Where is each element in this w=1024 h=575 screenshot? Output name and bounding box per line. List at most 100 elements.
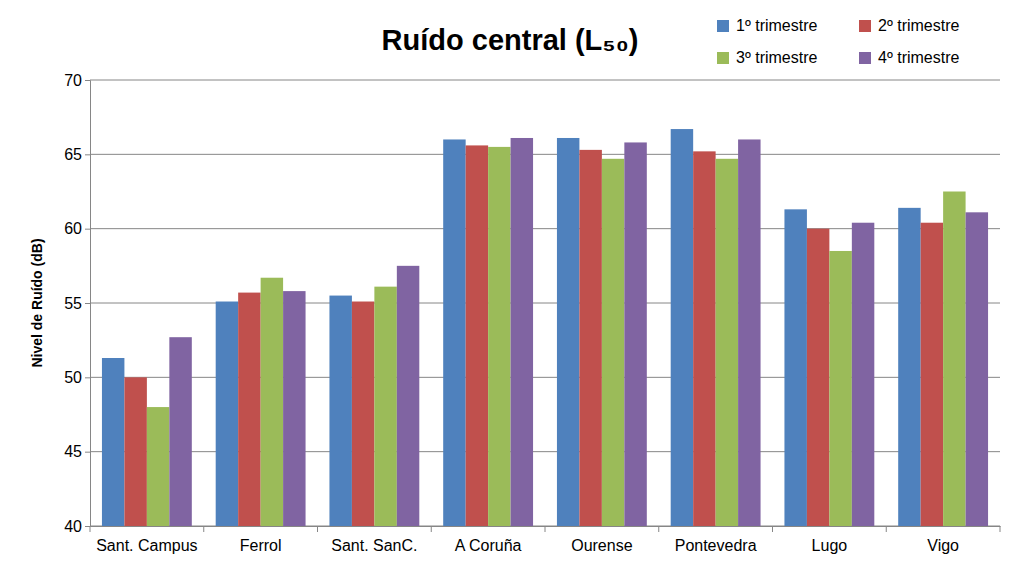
x-tick: Sant. SanC. (331, 526, 417, 554)
legend-entry: 4º trimestre (859, 49, 960, 66)
y-tick-label: 50 (64, 369, 82, 386)
legend-swatch (717, 20, 729, 32)
bar-series (124, 145, 943, 526)
chart: 40 45 50 55 60 65 70 Sant. Campus Ferrol Sant. Sa… (0, 0, 1024, 575)
bar (807, 229, 829, 526)
bar (671, 129, 693, 526)
bar-series (147, 147, 966, 526)
y-tick-mark (85, 303, 90, 304)
x-tick-label: A Coruña (455, 537, 522, 554)
category-separator (1000, 526, 1001, 532)
bar (557, 138, 579, 526)
legend-swatch (859, 52, 871, 64)
y-tick-mark (85, 154, 90, 155)
category-separator (658, 526, 659, 532)
bar (693, 151, 715, 526)
category-separator (772, 526, 773, 532)
bar-series (102, 129, 921, 526)
bar (169, 337, 191, 526)
y-tick-label: 70 (64, 72, 82, 89)
x-tick: Ourense (571, 526, 632, 554)
bar (829, 251, 851, 526)
bar (511, 138, 533, 526)
y-tick-label: 40 (64, 518, 82, 535)
title: Ruído central (L₅₀) (382, 24, 639, 56)
legend-entry: 1º trimestre (717, 17, 818, 34)
bar (921, 223, 943, 526)
x-tick-label: Pontevedra (675, 537, 757, 554)
bars (102, 129, 988, 526)
bar (397, 266, 419, 526)
legend-label: 2º trimestre (878, 17, 960, 34)
legend-swatch (717, 52, 729, 64)
x-tick: Pontevedra (675, 526, 757, 554)
bar (147, 407, 169, 526)
bar (352, 302, 374, 526)
bar (738, 139, 760, 526)
legend-label: 1º trimestre (736, 17, 818, 34)
category-separator (431, 526, 432, 532)
y-tick: 50 (64, 369, 90, 386)
bar-series (169, 138, 988, 526)
bar (216, 302, 238, 526)
x-axis: Sant. Campus Ferrol Sant. SanC. A Coruña Our… (90, 526, 1001, 554)
bar (716, 159, 738, 526)
bar (102, 358, 124, 526)
y-axis: 40 45 50 55 60 65 70 (64, 72, 90, 535)
y-axis-line (85, 81, 91, 527)
y-tick: 70 (64, 72, 90, 89)
bar (898, 208, 920, 526)
bar (488, 147, 510, 526)
plot: 40 45 50 55 60 65 70 Sant. Campus Ferrol Sant. Sa… (64, 72, 1000, 555)
x-tick-label: Ferrol (240, 537, 282, 554)
x-tick: Sant. Campus (96, 526, 197, 554)
bar (443, 139, 465, 526)
category-separator (90, 526, 91, 532)
category-separators (90, 526, 1000, 532)
y-tick-mark (85, 80, 90, 81)
y-tick-mark (85, 452, 90, 453)
bar (966, 212, 988, 526)
legend-entry: 3º trimestre (717, 49, 818, 66)
y-tick-label: 55 (64, 295, 82, 312)
y-tick: 45 (64, 443, 90, 460)
grid (90, 80, 1000, 526)
bar (283, 291, 305, 526)
y-tick-mark (85, 526, 90, 527)
y-tick: 40 (64, 518, 90, 535)
x-tick-label: Vigo (927, 537, 959, 554)
bar (943, 192, 965, 527)
grid-line (90, 154, 1000, 155)
legend-label: 3º trimestre (736, 49, 818, 66)
x-tick-label: Sant. Campus (96, 537, 197, 554)
bar (261, 278, 283, 526)
legend-label: 4º trimestre (878, 49, 960, 66)
bar (852, 223, 874, 526)
bar (329, 296, 351, 526)
bar (466, 145, 488, 526)
y-tick-label: 45 (64, 443, 82, 460)
bar (602, 159, 624, 526)
bar (238, 293, 260, 526)
y-tick-mark (85, 229, 90, 230)
x-tick-label: Sant. SanC. (331, 537, 417, 554)
category-separator (545, 526, 546, 532)
y-tick-mark (85, 377, 90, 378)
bar (374, 287, 396, 526)
x-tick: Vigo (927, 526, 959, 554)
y-tick: 65 (64, 146, 90, 163)
bar (624, 142, 646, 526)
y-axis-title: Nivel de Ruído (dB) (29, 238, 45, 367)
category-separator (317, 526, 318, 532)
grid-line (90, 80, 1000, 81)
bar (124, 377, 146, 526)
y-tick-label: 60 (64, 220, 82, 237)
x-tick: Lugo (812, 526, 848, 554)
legend: 1º trimestre 2º trimestre 3º trimestre 4º t… (717, 17, 960, 66)
x-tick-label: Ourense (571, 537, 632, 554)
x-tick: A Coruña (455, 526, 522, 554)
legend-entry: 2º trimestre (859, 17, 960, 34)
x-tick: Ferrol (240, 526, 282, 554)
legend-swatch (859, 20, 871, 32)
category-separator (886, 526, 887, 532)
